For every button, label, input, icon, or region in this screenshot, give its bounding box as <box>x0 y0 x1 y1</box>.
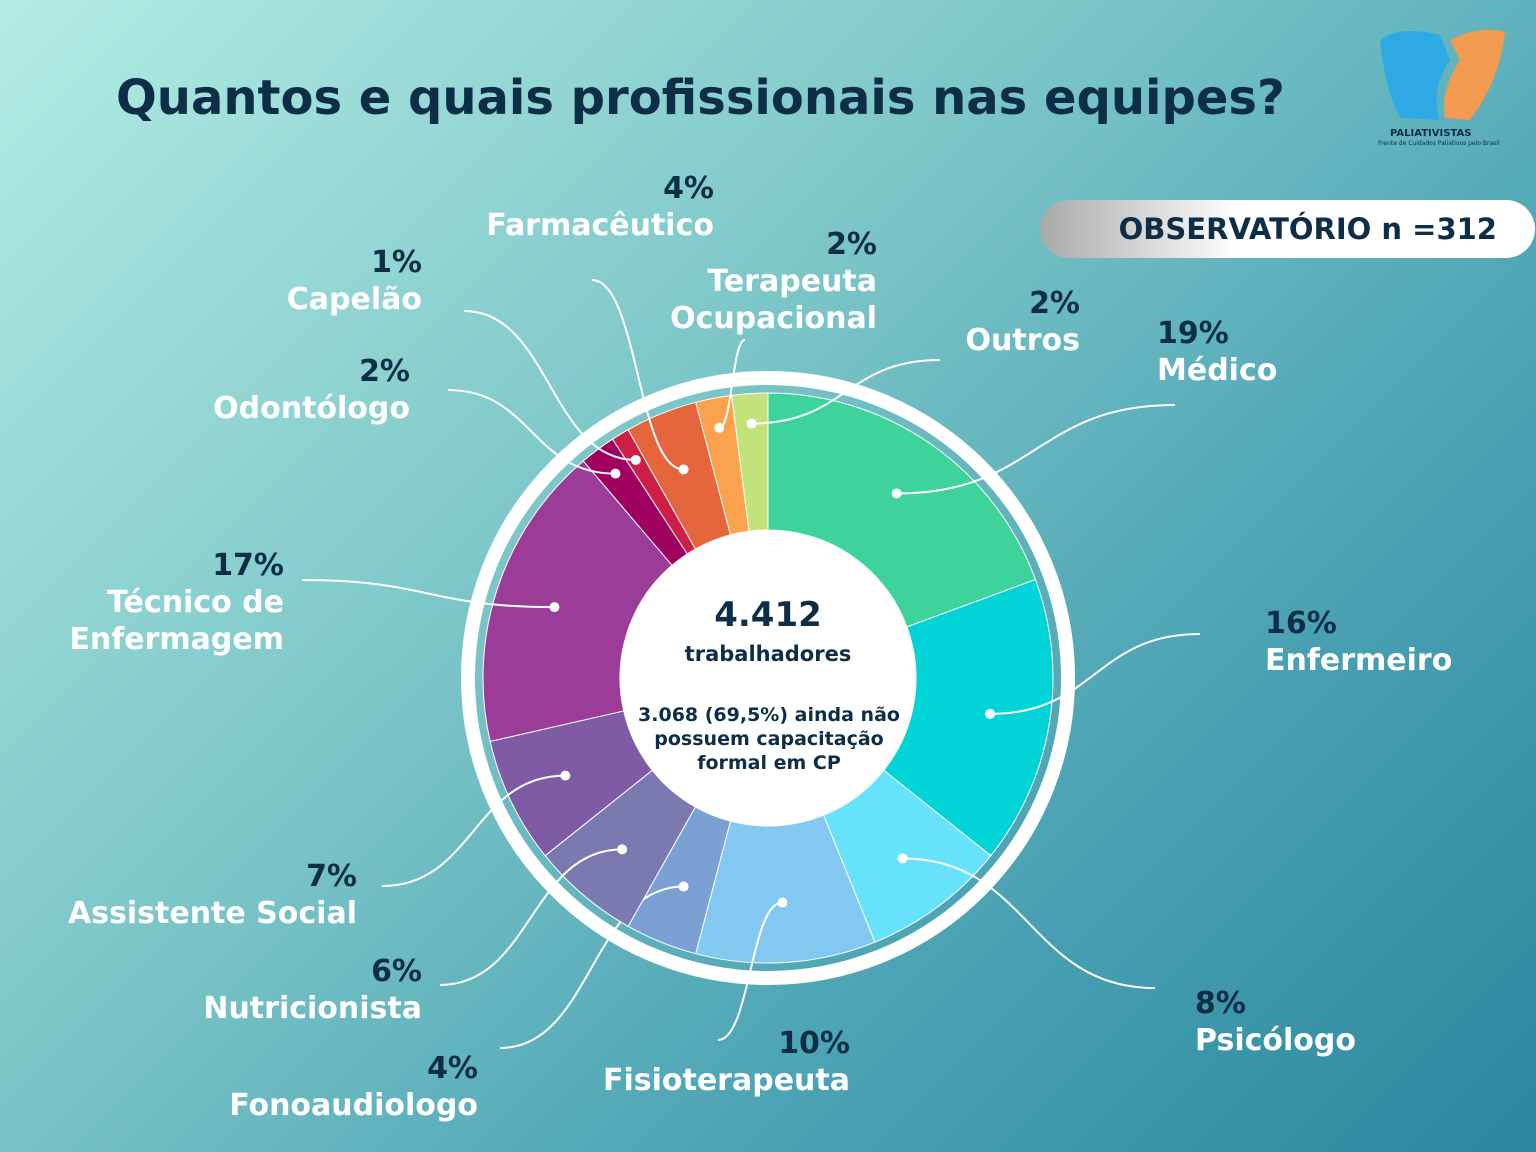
sample-badge: OBSERVATÓRIO n =312 <box>1040 200 1535 258</box>
value-label: 16% <box>1265 606 1337 641</box>
value-label: 1% <box>371 245 422 280</box>
value-label: 7% <box>306 859 357 894</box>
category-label: Enfermeiro <box>1265 643 1453 678</box>
leader-dot <box>891 488 902 499</box>
donut-center <box>620 530 916 826</box>
category-label: Médico <box>1157 353 1278 388</box>
logo-name: PALIATIVISTAS <box>1390 128 1472 139</box>
value-label: 2% <box>826 227 877 262</box>
leader-line <box>463 310 636 461</box>
chart-title: Quantos e quais profissionais nas equipe… <box>116 70 1285 126</box>
leader-line <box>447 389 616 475</box>
leader-dot <box>560 770 571 781</box>
value-label: 17% <box>212 548 284 583</box>
leader-line <box>990 633 1201 715</box>
leader-dot <box>678 464 689 475</box>
leader-dot <box>549 602 560 613</box>
leader-dot <box>630 454 641 465</box>
leader-line <box>717 901 783 1041</box>
category-label: Fonoaudiologo <box>229 1088 478 1123</box>
category-label: Nutricionista <box>203 991 422 1026</box>
category-label: Odontólogo <box>213 391 410 426</box>
leader-dot <box>746 418 757 429</box>
leader-dot <box>617 844 628 855</box>
leader-line <box>499 885 684 1049</box>
category-label: Fisioterapeuta <box>602 1063 850 1098</box>
center-total-label: trabalhadores <box>684 642 852 666</box>
category-label: Assistente Social <box>67 896 357 931</box>
value-label: 4% <box>663 171 714 206</box>
leader-line <box>439 848 623 986</box>
leader-dot <box>777 897 788 908</box>
outer-ring <box>461 371 1075 985</box>
leader-dot <box>610 468 621 479</box>
category-label: Capelão <box>286 282 422 317</box>
leader-line <box>751 359 941 425</box>
leader-line <box>896 404 1176 495</box>
category-label: Terapeuta Ocupacional <box>670 264 877 336</box>
value-label: 2% <box>359 354 410 389</box>
category-label: Outros <box>965 323 1080 358</box>
logo-tagline: Frente de Cuidados Paliativos pelo Brasi… <box>1378 140 1500 147</box>
center-total: 4.412 <box>714 595 822 635</box>
leader-line <box>381 774 566 887</box>
center-note: 3.068 (69,5%) ainda não possuem capacita… <box>638 704 900 774</box>
value-label: 10% <box>778 1026 850 1061</box>
leader-line <box>591 279 684 471</box>
category-label: Farmacêutico <box>486 208 714 243</box>
value-label: 2% <box>1029 286 1080 321</box>
value-label: 8% <box>1195 986 1246 1021</box>
category-label: Psicólogo <box>1195 1023 1356 1058</box>
leader-dot <box>678 881 689 892</box>
logo-shape <box>1380 29 1505 120</box>
leader-line <box>301 579 555 609</box>
value-label: 19% <box>1157 316 1229 351</box>
leader-line <box>902 857 1156 989</box>
value-label: 6% <box>371 954 422 989</box>
category-label: Técnico de Enfermagem <box>69 585 284 657</box>
value-label: 4% <box>427 1051 478 1086</box>
leader-dot <box>897 853 908 864</box>
leader-dot <box>714 422 725 433</box>
leader-dot <box>985 708 996 719</box>
